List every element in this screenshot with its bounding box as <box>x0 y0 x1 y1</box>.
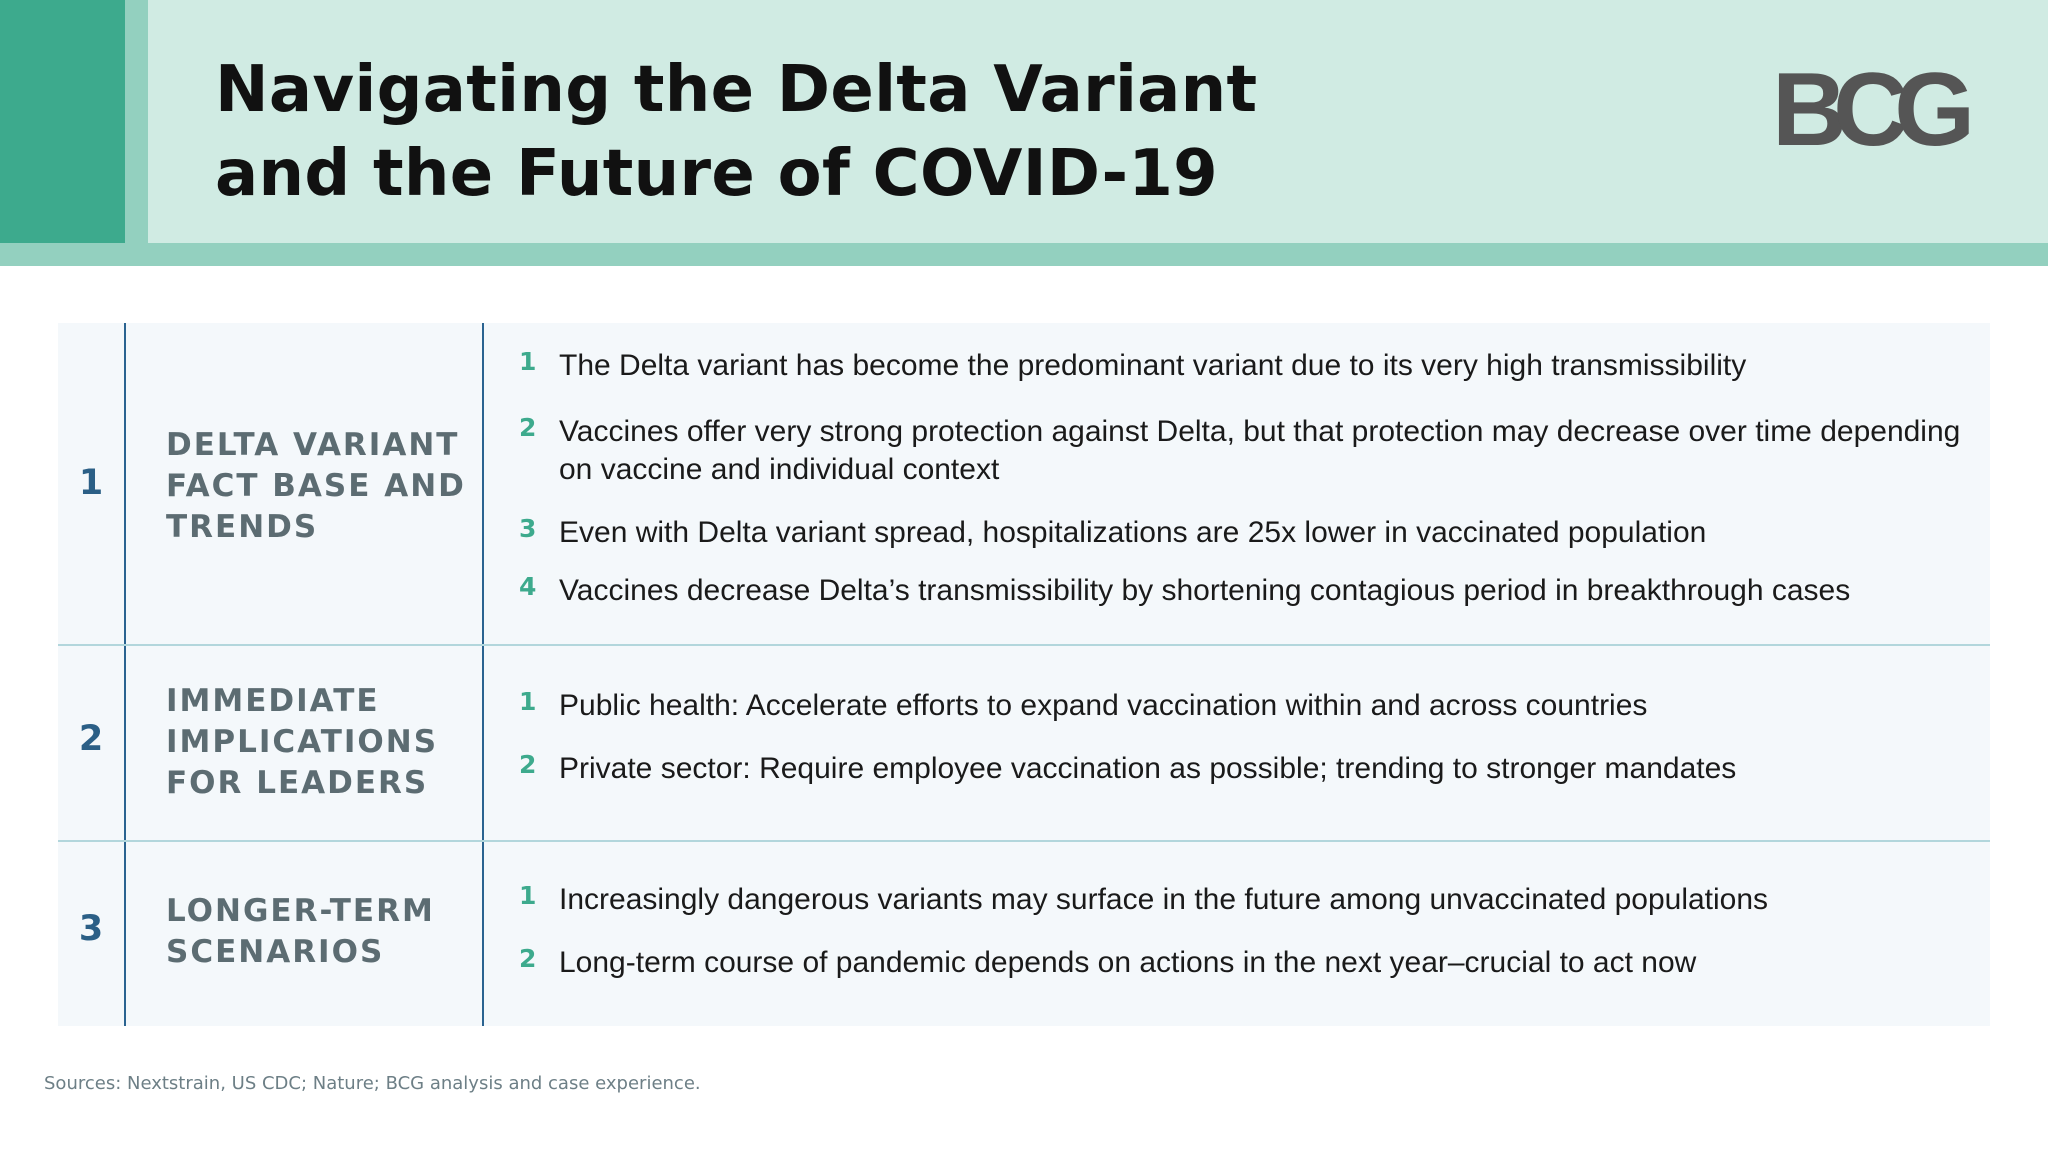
section-title-line: LONGER-TERM <box>166 893 435 929</box>
section-title-line: IMMEDIATE <box>166 683 380 719</box>
item-text: Private sector: Require employee vaccina… <box>559 752 1737 785</box>
section-title-line: SCENARIOS <box>166 934 385 970</box>
section-number: 1 <box>78 463 104 503</box>
item-text: Public health: Accelerate efforts to exp… <box>559 689 1648 722</box>
item-number: 3 <box>519 514 537 543</box>
section-title-line: FOR LEADERS <box>166 765 429 801</box>
column-divider-number <box>124 323 126 1026</box>
sources-footnote: Sources: Nextstrain, US CDC; Nature; BCG… <box>44 1073 701 1094</box>
item-number: 1 <box>519 347 537 376</box>
header-accent-block <box>0 0 125 243</box>
table-row: 1 DELTA VARIANT FACT BASE AND TRENDS 1 T… <box>58 323 1990 645</box>
bcg-logo: BCG <box>1772 52 1975 168</box>
item-number: 1 <box>519 687 537 716</box>
section-number: 2 <box>78 719 104 759</box>
item-text: Vaccines decrease Delta’s transmissibili… <box>559 574 1851 607</box>
section-title: IMMEDIATE IMPLICATIONS FOR LEADERS <box>166 681 466 804</box>
column-divider-title <box>482 323 484 1026</box>
page-title-line-1: Navigating the Delta Variant <box>215 53 1258 127</box>
section-number: 3 <box>78 909 104 949</box>
item-text: Vaccines offer very strong protection ag… <box>559 415 1961 486</box>
section-title-line: FACT BASE AND <box>166 468 466 504</box>
table-row: 3 LONGER-TERM SCENARIOS 1 Increasingly d… <box>58 841 1990 1026</box>
section-title-line: TRENDS <box>166 509 319 545</box>
item-number: 2 <box>519 944 537 973</box>
table-row: 2 IMMEDIATE IMPLICATIONS FOR LEADERS 1 P… <box>58 645 1990 841</box>
item-text: Even with Delta variant spread, hospital… <box>559 516 1707 549</box>
summary-table: 1 DELTA VARIANT FACT BASE AND TRENDS 1 T… <box>58 323 1990 1026</box>
item-text: Increasingly dangerous variants may surf… <box>559 883 1769 916</box>
item-number: 2 <box>519 413 537 442</box>
item-number: 4 <box>519 572 537 601</box>
section-title: DELTA VARIANT FACT BASE AND TRENDS <box>166 425 466 548</box>
item-number: 2 <box>519 750 537 779</box>
header-panel <box>148 0 2048 243</box>
item-text: Long-term course of pandemic depends on … <box>559 946 1697 979</box>
item-number: 1 <box>519 881 537 910</box>
section-title-line: IMPLICATIONS <box>166 724 439 760</box>
section-title: LONGER-TERM SCENARIOS <box>166 891 466 973</box>
row-divider <box>58 644 1990 646</box>
item-text: The Delta variant has become the predomi… <box>559 349 1747 382</box>
row-divider <box>58 840 1990 842</box>
page-title: Navigating the Delta Variant and the Fut… <box>215 48 1515 216</box>
section-title-line: DELTA VARIANT <box>166 427 460 463</box>
page-title-line-2: and the Future of COVID-19 <box>215 137 1219 211</box>
